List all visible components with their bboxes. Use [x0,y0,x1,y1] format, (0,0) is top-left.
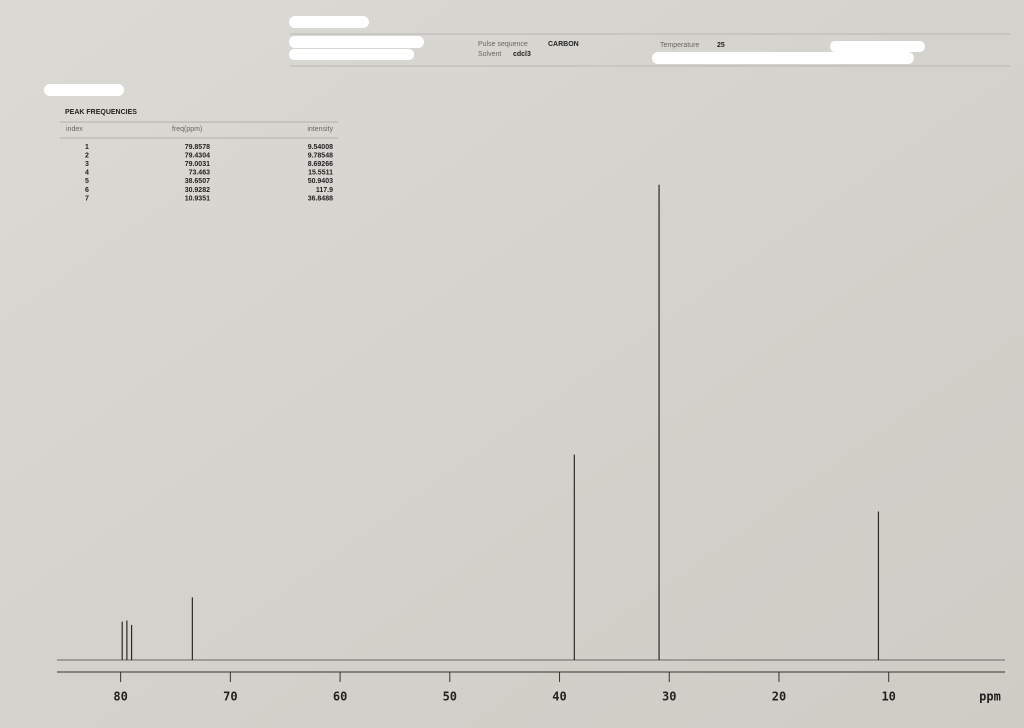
table-index: 7 [85,195,89,202]
x-tick-label: 10 [881,690,895,704]
table-intensity: 50.9403 [308,178,333,185]
table-index: 4 [85,170,89,177]
table-freq: 38.6507 [185,178,210,185]
x-tick-label: 50 [443,690,457,704]
redaction [652,52,914,64]
table-intensity: 15.5511 [308,170,333,177]
table-index: 5 [85,178,89,185]
x-tick-label: 30 [662,690,676,704]
column-header: intensity [307,126,333,133]
table-index: 6 [85,187,89,194]
column-header: freq(ppm) [172,126,202,133]
x-tick-label: 80 [113,690,127,704]
temperature-label: Temperature [660,42,699,49]
x-axis-label: ppm [979,690,1001,704]
redaction [289,49,414,60]
x-tick-label: 20 [772,690,786,704]
solvent-value: cdcl3 [513,51,531,58]
redaction [289,16,369,28]
table-freq: 10.9351 [185,195,210,202]
table-index: 3 [85,161,89,168]
solvent-label: Solvent [478,51,501,58]
table-intensity: 9.54008 [308,144,333,151]
x-tick-label: 70 [223,690,237,704]
x-tick-label: 60 [333,690,347,704]
table-freq: 30.9282 [185,187,210,194]
table-freq: 79.0031 [185,161,210,168]
redaction [44,84,124,96]
column-header: index [66,126,83,133]
redaction [830,41,925,52]
table-intensity: 117.9 [316,187,333,194]
table-freq: 73.463 [189,170,211,177]
pulse-label: Pulse sequence [478,41,528,48]
x-tick-label: 40 [552,690,566,704]
redaction [289,36,424,48]
table-index: 2 [85,152,89,159]
table-title: PEAK FREQUENCIES [65,109,137,116]
table-intensity: 36.8488 [308,195,333,202]
table-freq: 79.8578 [185,144,210,151]
table-intensity: 9.78548 [308,152,333,159]
table-index: 1 [85,144,89,151]
temperature-value: 25 [717,42,725,49]
table-intensity: 8.69266 [308,161,333,168]
table-freq: 79.4304 [185,152,210,159]
pulse-value: CARBON [548,41,579,48]
